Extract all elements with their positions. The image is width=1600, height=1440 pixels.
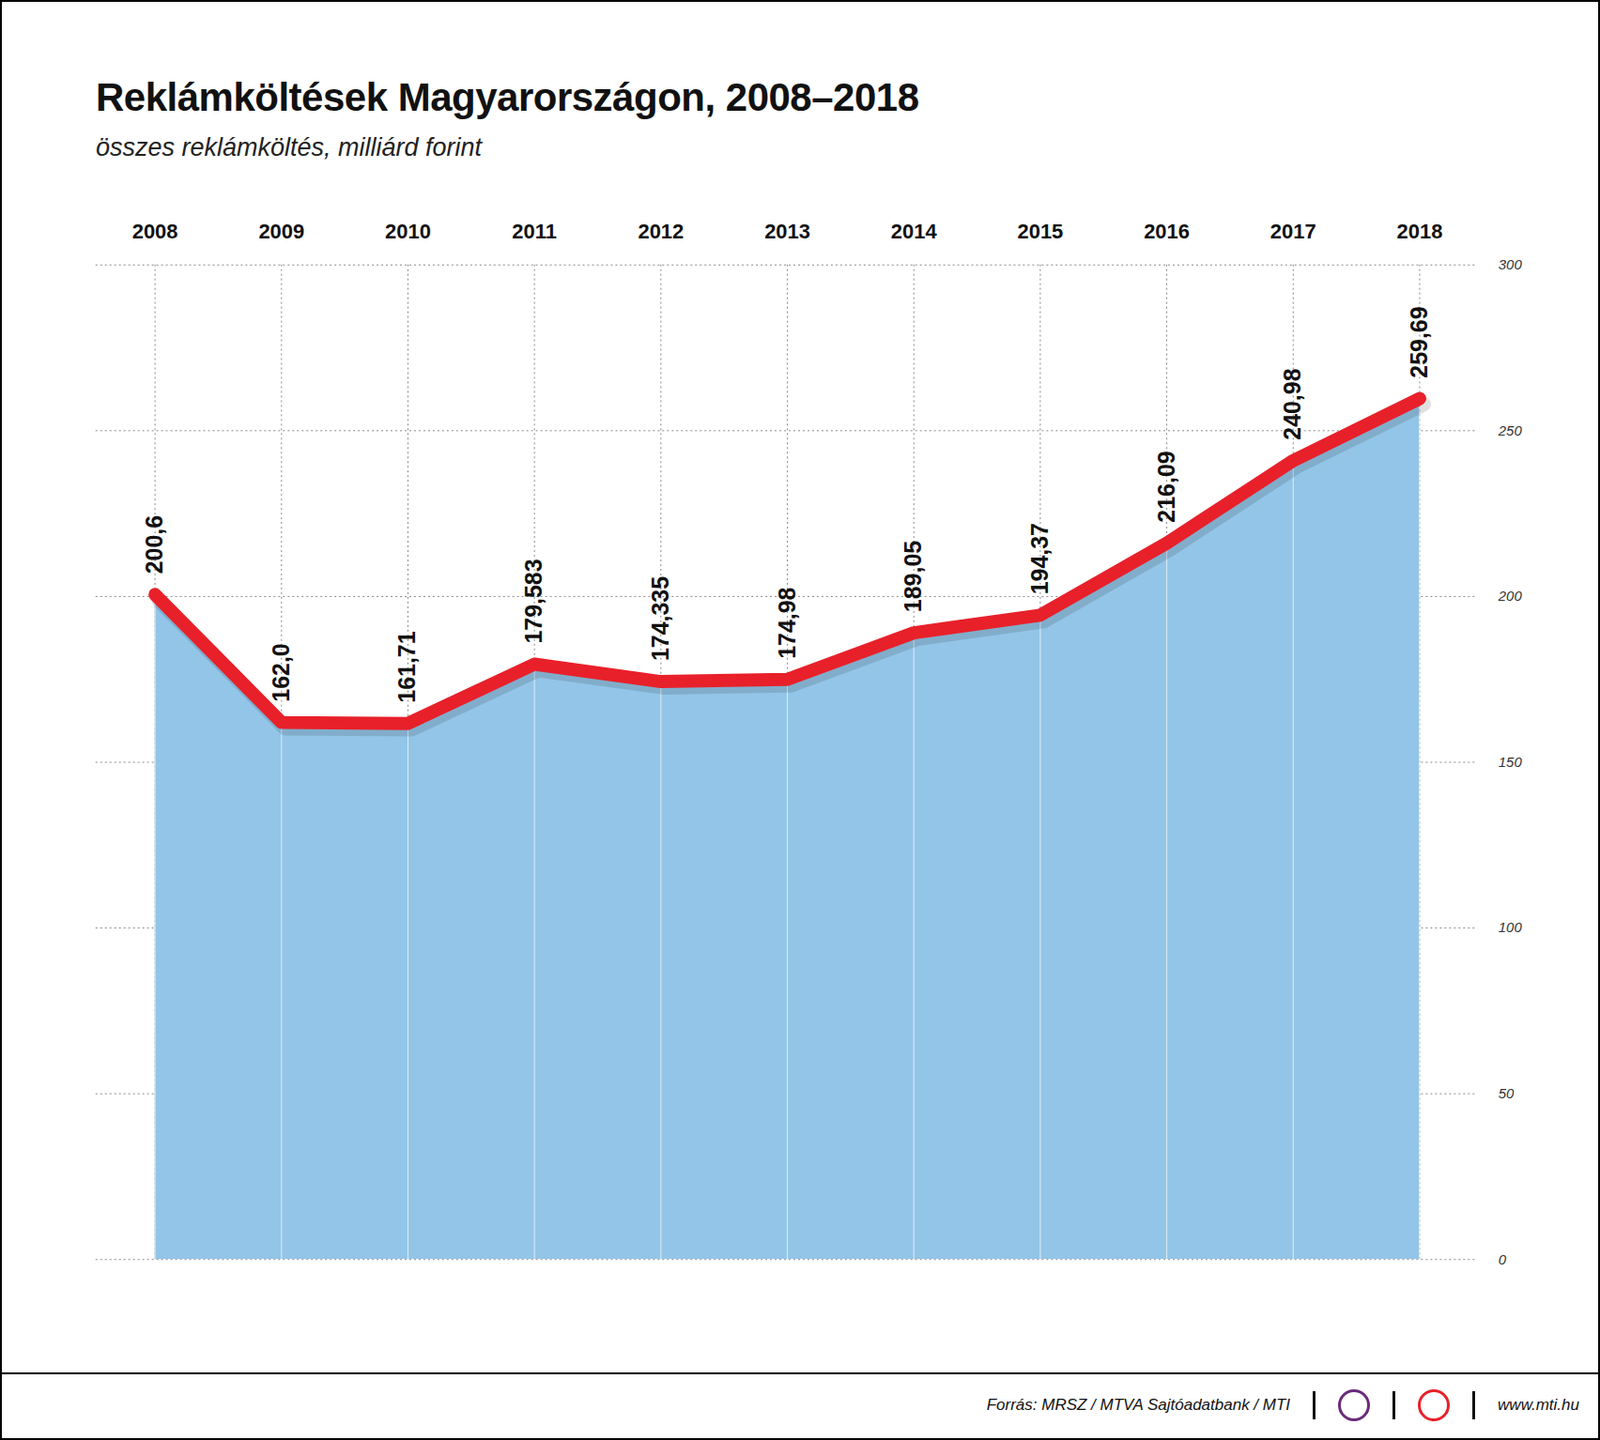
svg-text:216,09: 216,09 [1153,450,1180,523]
html-text:összes reklámköltés, milliárd: összes reklámköltés, milliárd forint [95,133,482,162]
html-text:www.mti.hu: www.mti.hu [1497,1396,1580,1415]
html-text:Reklámköltések Magyarországon,: Reklámköltések Magyarországon, 2008–2018 [95,75,919,120]
svg-text:2017: 2017 [1270,219,1317,244]
svg-text:2009: 2009 [258,219,305,244]
svg-text:100: 100 [1498,919,1524,936]
svg-text:179,583: 179,583 [520,558,547,644]
svg-text:2011: 2011 [511,219,557,244]
svg-text:240,98: 240,98 [1278,368,1306,440]
svg-text:259,69: 259,69 [1405,306,1432,378]
svg-text:174,335: 174,335 [646,576,674,662]
svg-text:194,37: 194,37 [1026,523,1053,595]
svg-text:300: 300 [1498,256,1524,273]
svg-text:2010: 2010 [384,219,431,244]
svg-text:150: 150 [1498,753,1524,770]
svg-text:2013: 2013 [764,219,811,244]
svg-text:200,6: 200,6 [140,515,168,574]
svg-text:200: 200 [1497,587,1524,604]
svg-text:0: 0 [1498,1251,1508,1268]
svg-text:189,05: 189,05 [899,540,926,613]
svg-text:161,71: 161,71 [393,630,420,703]
svg-text:2015: 2015 [1016,219,1063,244]
html-text:Forrás: MRSZ / MTVA Sajtóadatb: Forrás: MRSZ / MTVA Sajtóadatbank / MTI [986,1396,1291,1415]
svg-text:250: 250 [1497,422,1524,439]
svg-text:2012: 2012 [637,219,684,244]
svg-text:174,98: 174,98 [773,586,800,659]
svg-text:2014: 2014 [891,219,939,244]
svg-text:162,0: 162,0 [267,643,294,702]
svg-text:2008: 2008 [132,219,179,244]
svg-text:50: 50 [1498,1085,1515,1102]
svg-text:2018: 2018 [1397,219,1444,244]
svg-text:2016: 2016 [1143,219,1190,244]
